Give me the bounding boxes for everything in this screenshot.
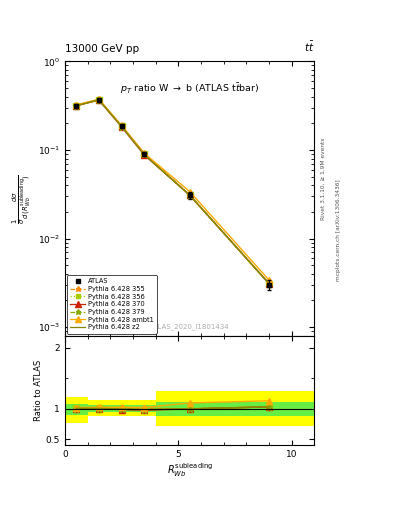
Text: mcplots.cern.ch [arXiv:1306.3436]: mcplots.cern.ch [arXiv:1306.3436] (336, 180, 341, 281)
Text: $t\bar{t}$: $t\bar{t}$ (304, 39, 314, 54)
X-axis label: $R_{Wb}^{\rm subleading}$: $R_{Wb}^{\rm subleading}$ (167, 461, 213, 479)
Y-axis label: $\frac{1}{\sigma}\frac{d\sigma}{d\,(R_{Wb}^{\rm subleading})}$: $\frac{1}{\sigma}\frac{d\sigma}{d\,(R_{W… (11, 174, 33, 224)
Text: 13000 GeV pp: 13000 GeV pp (65, 44, 139, 54)
Y-axis label: Ratio to ATLAS: Ratio to ATLAS (34, 360, 43, 421)
Legend: ATLAS, Pythia 6.428 355, Pythia 6.428 356, Pythia 6.428 370, Pythia 6.428 379, P: ATLAS, Pythia 6.428 355, Pythia 6.428 35… (67, 275, 156, 334)
Text: ATLAS_2020_I1801434: ATLAS_2020_I1801434 (150, 324, 230, 330)
Text: $p_T$ ratio W $\rightarrow$ b (ATLAS t$\bar{t}$bar): $p_T$ ratio W $\rightarrow$ b (ATLAS t$\… (120, 80, 259, 96)
Text: Rivet 3.1.10, ≥ 1.9M events: Rivet 3.1.10, ≥ 1.9M events (320, 138, 325, 220)
